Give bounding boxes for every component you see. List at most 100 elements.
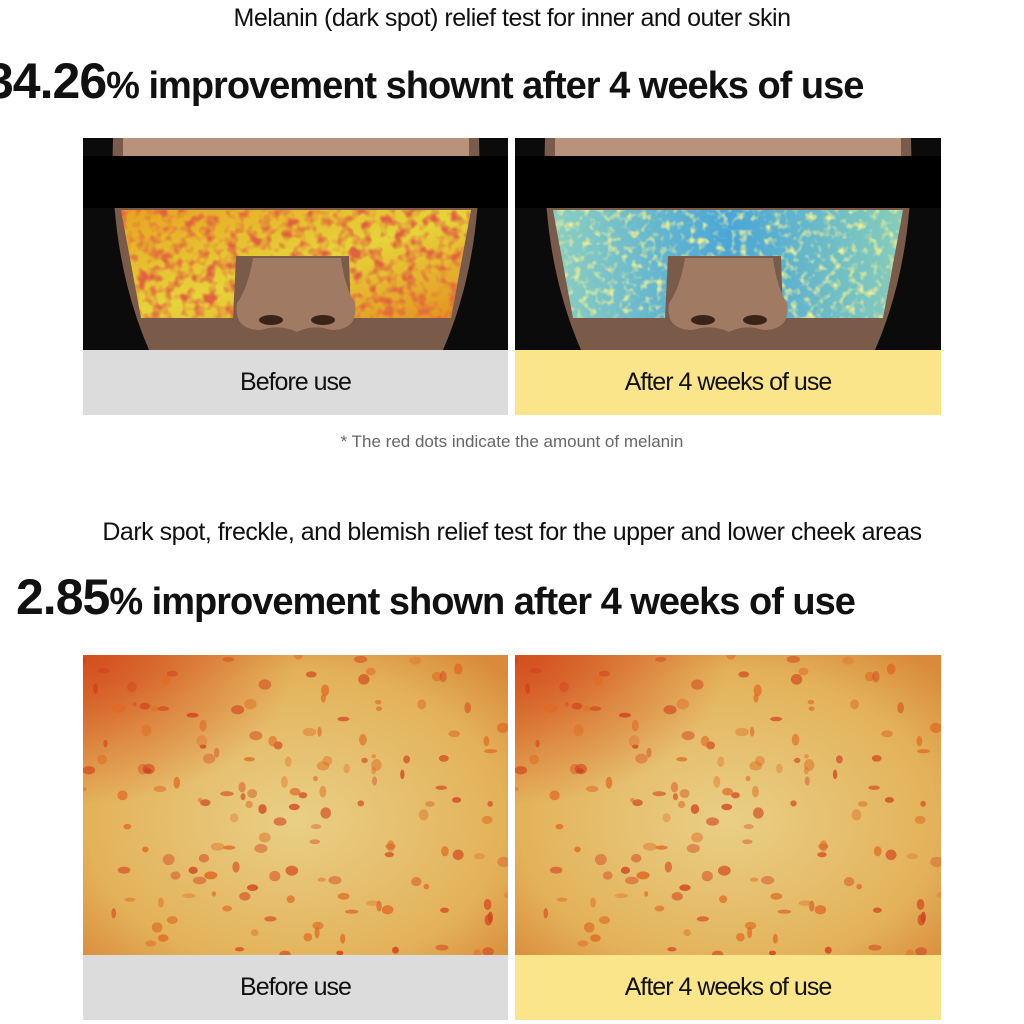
spot — [303, 932, 313, 942]
spot — [559, 681, 569, 693]
spot — [231, 705, 245, 715]
subtitle: Dark spot, freckle, and blemish relief t… — [102, 518, 922, 546]
spot — [906, 949, 915, 955]
spot — [453, 663, 463, 675]
spot — [884, 797, 894, 803]
spot — [244, 698, 257, 710]
eye-bar — [83, 156, 508, 208]
spot — [222, 845, 236, 850]
spot — [804, 754, 809, 759]
nose — [236, 258, 356, 332]
spot — [298, 792, 308, 799]
spot — [249, 731, 263, 741]
spot — [103, 739, 108, 748]
spot — [239, 892, 251, 901]
spot — [374, 699, 382, 705]
spot — [93, 683, 99, 694]
spot — [701, 870, 713, 882]
spot — [573, 724, 584, 737]
spot — [246, 884, 259, 891]
spot — [790, 800, 797, 807]
spot — [744, 921, 757, 930]
spot — [631, 853, 642, 863]
spot — [770, 892, 783, 900]
spot — [312, 921, 324, 930]
spot — [917, 749, 931, 754]
spot — [117, 790, 128, 801]
spot — [753, 684, 762, 697]
spot — [743, 824, 754, 830]
spot — [589, 706, 602, 711]
caption: After 4 weeks of use — [515, 350, 941, 415]
spot — [200, 799, 211, 807]
spot — [473, 853, 485, 860]
spot — [735, 727, 749, 737]
spot — [170, 871, 181, 880]
spot — [417, 699, 427, 710]
spot — [629, 797, 635, 803]
spot — [515, 766, 528, 775]
caption: Before use — [83, 350, 508, 415]
spot — [316, 761, 330, 771]
spot — [145, 940, 157, 947]
spot — [625, 876, 639, 885]
spot — [636, 871, 650, 880]
spot — [503, 892, 508, 899]
spot — [240, 793, 246, 801]
spot — [258, 679, 272, 690]
spot — [344, 909, 359, 914]
spot — [305, 671, 317, 678]
spot — [481, 815, 493, 824]
spot — [719, 895, 728, 904]
spot — [690, 804, 700, 815]
skin-image — [515, 655, 941, 955]
spot — [111, 703, 126, 713]
spot — [791, 733, 800, 746]
spot — [435, 944, 449, 951]
spot — [886, 663, 896, 675]
spot — [842, 656, 854, 665]
spot — [97, 754, 107, 765]
spot — [824, 946, 832, 954]
spot — [343, 763, 350, 774]
spot — [117, 866, 131, 874]
spot — [141, 724, 152, 737]
spot — [549, 866, 563, 874]
spot — [400, 769, 405, 780]
spot — [222, 656, 235, 662]
spot — [357, 800, 365, 807]
forehead — [123, 138, 469, 156]
spot — [664, 861, 672, 873]
spot — [384, 851, 394, 858]
spot — [731, 792, 740, 799]
spot — [635, 753, 648, 764]
spot — [794, 757, 801, 763]
panel: Before use — [83, 655, 508, 1020]
spot — [142, 763, 155, 775]
spot — [358, 674, 370, 685]
spot — [336, 950, 344, 955]
spot — [210, 842, 225, 851]
spot — [632, 799, 643, 807]
spot — [139, 702, 151, 710]
spot — [807, 699, 815, 705]
forehead — [555, 138, 901, 156]
spot — [487, 911, 493, 923]
spot — [679, 789, 690, 799]
face-image — [83, 138, 508, 350]
spot — [655, 845, 668, 850]
spot — [365, 667, 376, 676]
spot — [211, 891, 216, 897]
spot — [247, 789, 258, 799]
spot — [258, 832, 271, 843]
spot — [706, 817, 719, 826]
spot — [162, 853, 175, 866]
spot — [153, 785, 167, 793]
spot — [487, 800, 493, 807]
spot — [582, 706, 591, 712]
spot — [677, 800, 686, 809]
spot — [431, 671, 442, 682]
spot — [662, 813, 671, 823]
spot — [196, 735, 208, 748]
